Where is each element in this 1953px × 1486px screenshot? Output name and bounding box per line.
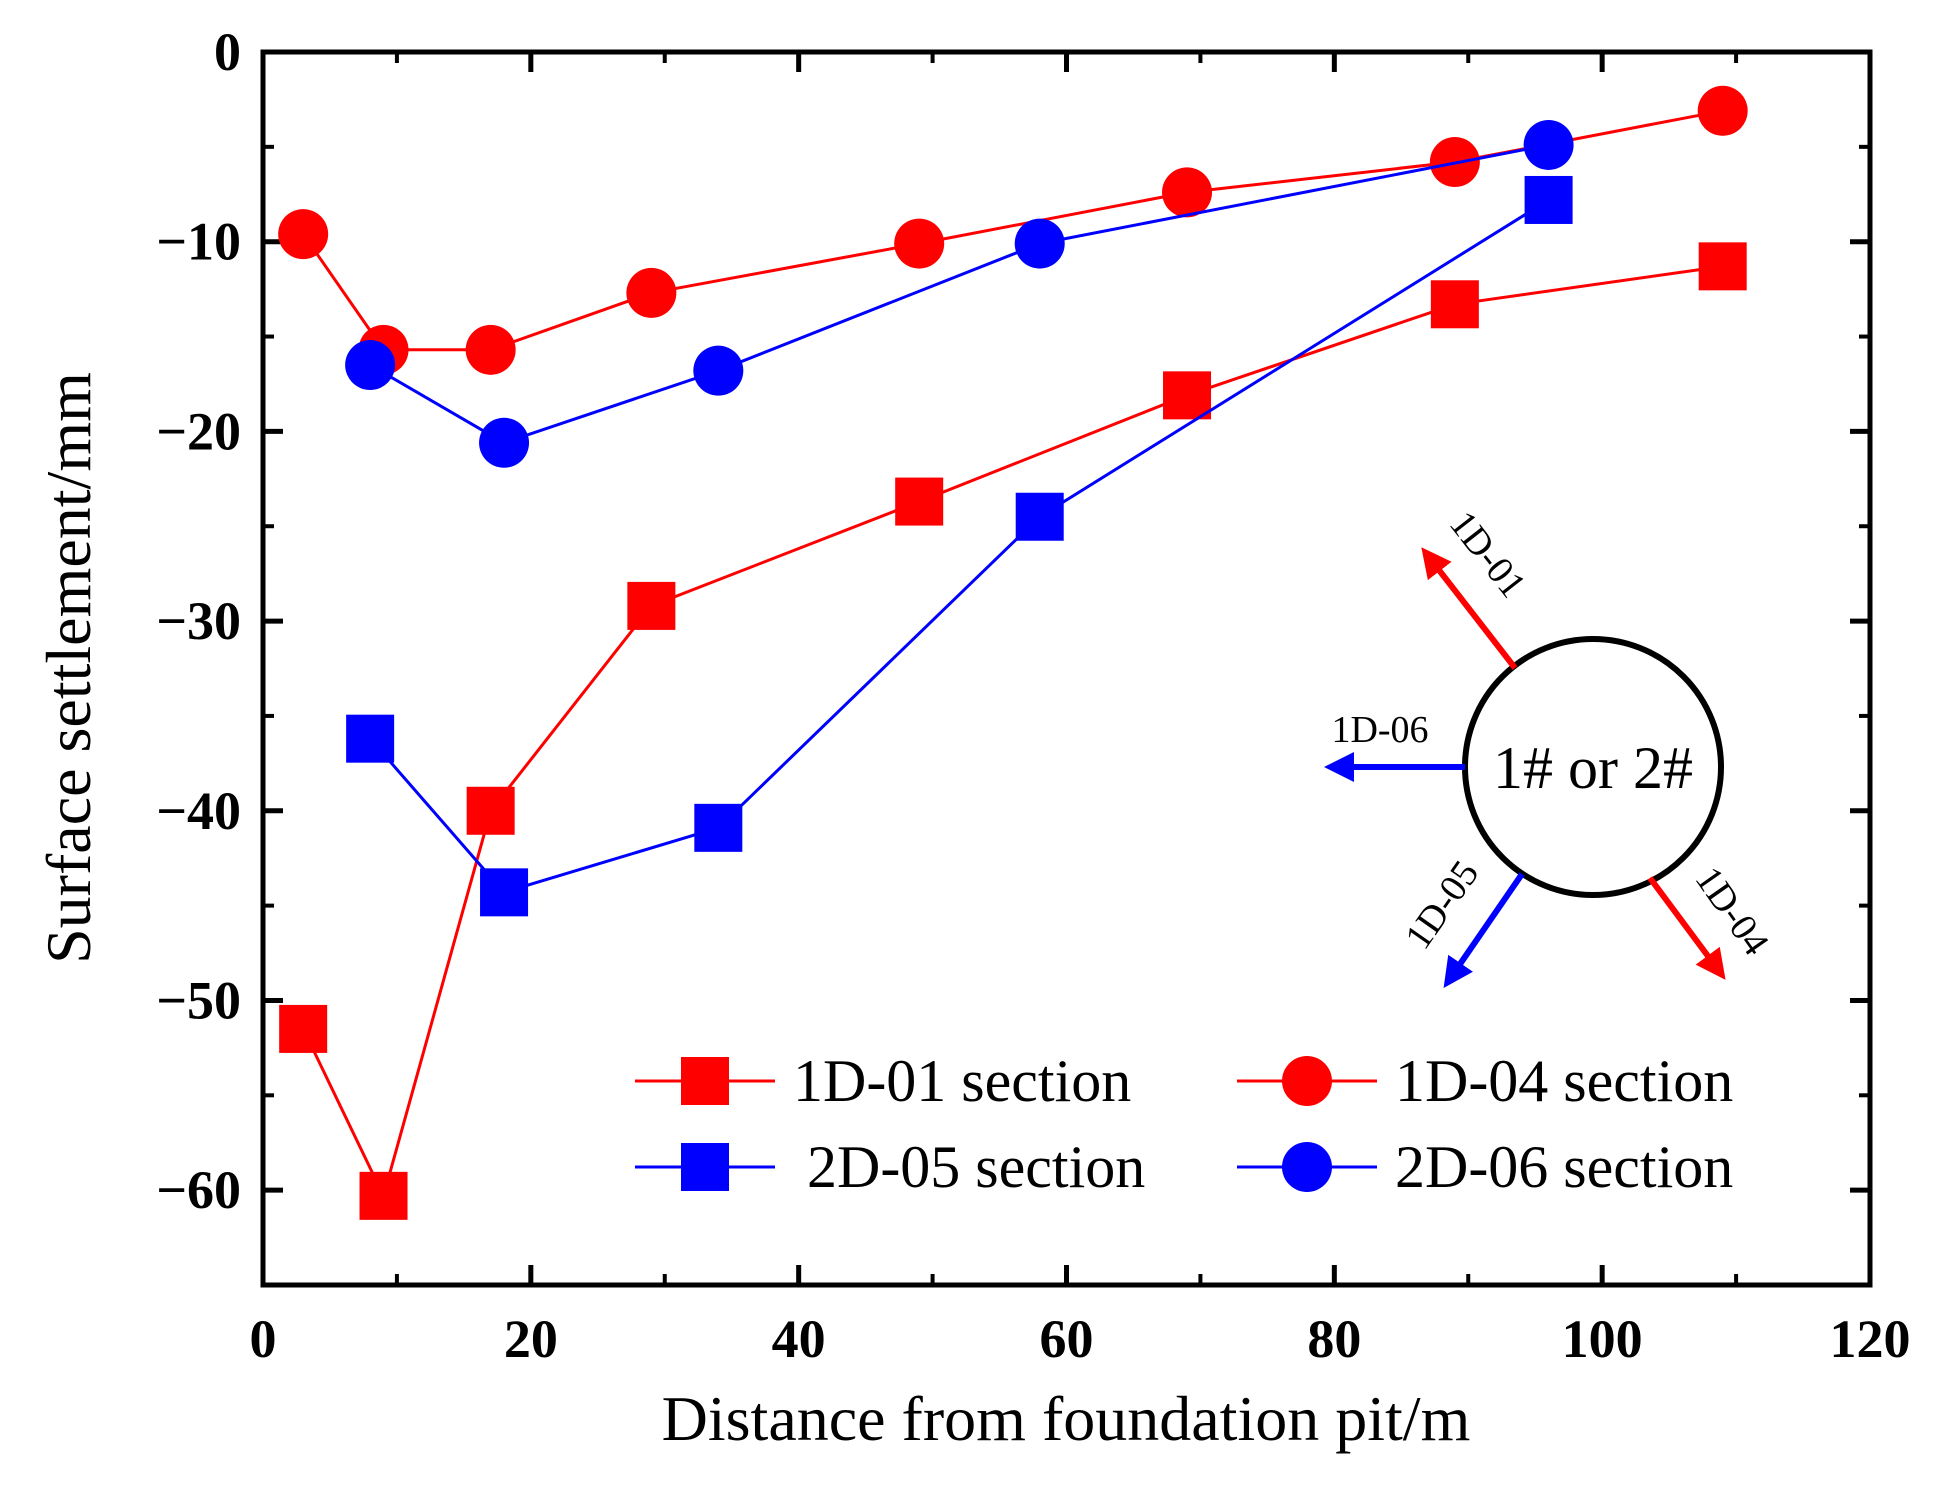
series-2d-05-section [346,175,1573,917]
point-1d-01-section-2 [466,786,515,835]
point-1d-01-section-0 [279,1004,328,1053]
point-2d-06-section-2 [693,345,744,396]
y-tick-label-0: 0 [214,22,241,82]
point-1d-04-section-4 [894,218,945,269]
x-tick-label-100: 100 [1562,1309,1643,1369]
legend-label-1d04: 1D-04 section [1395,1048,1733,1114]
legend-label-2d05: 2D-05 section [807,1134,1145,1200]
legend-entry-2d06: 2D-06 section [1237,1134,1733,1200]
x-tick-label-40: 40 [772,1309,826,1369]
point-1d-01-section-6 [1430,280,1479,329]
series-1d-04-section [278,85,1748,375]
y-tick-label-60: −60 [156,1160,241,1220]
axis-ticks: 0 20 40 60 80 100 120 0 −10 −20 −30 −40 −50 −60 [156,22,1910,1369]
point-2d-06-section-3 [1014,218,1065,269]
arrow-label-1d06: 1D-06 [1331,709,1428,751]
point-2d-06-section-4 [1523,119,1574,170]
y-tick-label-50: −50 [156,970,241,1030]
series-line-2d-06-section [369,143,1549,445]
point-1d-01-section-3 [627,581,676,630]
point-2d-05-section-2 [694,803,743,852]
point-1d-01-section-4 [895,477,944,526]
legend-marker-1d01 [681,1057,729,1105]
legend-marker-2d06 [1282,1142,1332,1192]
x-axis-title: Distance from foundation pit/m [662,1383,1471,1454]
arrow-1d05 [1443,872,1525,988]
point-2d-05-section-4 [1524,175,1573,224]
y-tick-label-20: −20 [156,401,241,461]
series-line-1d-01-section [301,264,1723,1201]
y-tick-label-10: −10 [156,212,241,272]
pit-direction-inset: 1# or 2# 1D-01 1D-06 1D-05 1D-04 [1324,503,1777,988]
x-tick-label-80: 80 [1307,1309,1361,1369]
legend-marker-1d04 [1282,1056,1332,1106]
point-1d-04-section-3 [626,267,677,318]
arrow-1d04 [1647,876,1726,980]
legend-entry-1d04: 1D-04 section [1237,1048,1733,1114]
legend-entry-1d01: 1D-01 section [635,1048,1131,1114]
point-1d-04-section-5 [1162,167,1213,218]
arrow-1d01 [1421,547,1518,670]
point-2d-05-section-3 [1015,492,1064,541]
x-tick-label-20: 20 [504,1309,558,1369]
legend-marker-2d05 [681,1143,729,1191]
x-tick-label-60: 60 [1040,1309,1094,1369]
legend-label-2d06: 2D-06 section [1395,1134,1733,1200]
point-1d-01-section-1 [359,1171,408,1220]
point-2d-05-section-0 [346,714,395,763]
point-2d-06-section-0 [345,339,396,390]
point-1d-04-section-0 [278,209,329,260]
point-1d-01-section-5 [1163,371,1212,420]
point-1d-04-section-2 [465,324,516,375]
point-1d-01-section-7 [1698,242,1747,291]
series-1d-01-section [279,242,1747,1220]
point-1d-04-section-7 [1697,85,1748,136]
series-line-1d-04-section [301,109,1723,352]
pit-center-label: 1# or 2# [1493,735,1693,801]
point-2d-05-section-1 [480,868,529,917]
point-2d-06-section-1 [479,417,530,468]
legend-entry-2d05: 2D-05 section [635,1134,1145,1200]
x-tick-label-120: 120 [1830,1309,1911,1369]
y-tick-label-30: −30 [156,591,241,651]
x-tick-label-0: 0 [250,1309,277,1369]
y-axis-title: Surface settlement/mm [33,372,104,964]
legend: 1D-01 section 1D-04 section 2D-05 sectio… [635,1048,1733,1200]
y-tick-label-40: −40 [156,781,241,841]
series-line-2d-05-section [368,198,1550,895]
legend-label-1d01: 1D-01 section [793,1048,1131,1114]
data-series [278,85,1748,1220]
series-2d-06-section [345,119,1574,468]
